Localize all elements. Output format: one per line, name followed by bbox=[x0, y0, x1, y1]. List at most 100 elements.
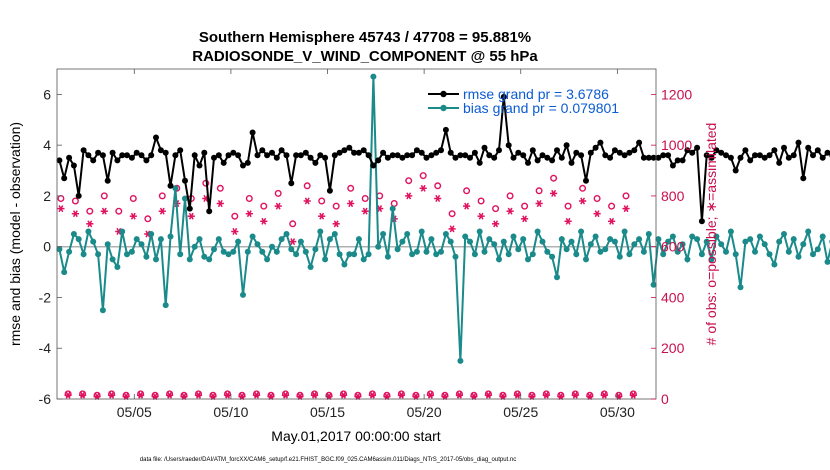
bias-point bbox=[235, 238, 242, 245]
bias-point bbox=[669, 233, 676, 240]
legend-bias-marker bbox=[440, 104, 447, 112]
bias-point bbox=[351, 251, 358, 258]
assimilated-obs-point bbox=[187, 212, 195, 220]
rmse-point bbox=[244, 159, 251, 166]
rmse-point bbox=[790, 152, 797, 159]
rmse-point bbox=[70, 162, 77, 169]
assimilated-obs-point bbox=[405, 192, 413, 200]
bias-point bbox=[394, 246, 401, 253]
possible-obs-point bbox=[274, 189, 282, 197]
bias-point bbox=[723, 248, 729, 255]
y-axis-label-left: rmse and bias (model - observation) bbox=[7, 122, 23, 346]
legend-bias-label: bias grand pr = 0.079801 bbox=[463, 100, 619, 116]
possible-obs-point bbox=[564, 202, 572, 210]
possible-obs-point bbox=[216, 184, 224, 192]
rmse-point bbox=[196, 162, 203, 169]
bias-point bbox=[525, 256, 531, 263]
y-tick-label-left: -4 bbox=[39, 340, 52, 356]
rmse-point bbox=[756, 152, 763, 159]
possible-obs-point bbox=[347, 184, 355, 192]
bias-point bbox=[230, 248, 237, 255]
rmse-point bbox=[355, 149, 362, 156]
possible-obs-point bbox=[325, 391, 333, 399]
possible-obs-point bbox=[513, 390, 521, 398]
bias-point bbox=[554, 274, 560, 281]
bias-point bbox=[684, 256, 691, 263]
possible-obs-point bbox=[71, 197, 79, 205]
axis-ticks: 05/05 05/10 05/15 05/20 05/25 05/30 6 4 2 0 -2 -4 -6… bbox=[39, 69, 692, 420]
bias-point bbox=[645, 231, 652, 237]
rmse-point bbox=[138, 152, 145, 159]
bias-point bbox=[297, 238, 304, 245]
possible-obs-point bbox=[296, 391, 304, 399]
rmse-point bbox=[201, 149, 208, 156]
assimilated-obs-point bbox=[521, 215, 529, 223]
rmse-point bbox=[433, 149, 440, 156]
rmse-point bbox=[293, 152, 300, 159]
bias-point bbox=[611, 238, 618, 245]
possible-obs-point bbox=[405, 177, 413, 185]
assimilated-obs-point bbox=[550, 189, 558, 197]
rmse-point bbox=[621, 152, 628, 159]
rmse-point bbox=[99, 152, 106, 159]
rmse-point bbox=[679, 157, 686, 164]
possible-obs-point bbox=[238, 391, 246, 399]
rmse-point bbox=[269, 149, 275, 156]
rmse-point bbox=[669, 162, 676, 169]
bias-point bbox=[442, 231, 449, 237]
bias-point bbox=[814, 246, 821, 253]
rmse-point bbox=[297, 152, 304, 159]
possible-obs-point bbox=[340, 390, 348, 398]
bias-point bbox=[587, 241, 594, 248]
bias-point bbox=[143, 253, 150, 260]
possible-obs-point bbox=[419, 172, 427, 180]
rmse-point bbox=[800, 175, 807, 182]
bias-point bbox=[370, 73, 377, 80]
y-tick-label-left: -2 bbox=[39, 289, 52, 305]
possible-obs-point bbox=[115, 207, 123, 215]
bias-point bbox=[404, 231, 411, 237]
rmse-point bbox=[157, 147, 164, 154]
bias-point bbox=[85, 228, 92, 235]
assimilated-obs-point bbox=[332, 220, 340, 228]
rmse-point bbox=[554, 147, 560, 154]
bias-point bbox=[592, 233, 599, 240]
rmse-point bbox=[104, 177, 111, 184]
bias-point bbox=[510, 233, 517, 240]
bias-point bbox=[824, 258, 830, 265]
bias-point bbox=[679, 241, 686, 248]
bias-point bbox=[631, 241, 638, 248]
bias-point bbox=[66, 248, 73, 255]
assimilated-obs-point bbox=[492, 220, 500, 228]
possible-obs-point bbox=[252, 390, 260, 398]
rmse-point bbox=[249, 129, 256, 136]
rmse-point bbox=[119, 152, 126, 159]
bias-point bbox=[467, 238, 473, 245]
bias-point bbox=[201, 253, 208, 260]
bias-point bbox=[109, 256, 116, 263]
rmse-point bbox=[732, 167, 739, 174]
bias-point bbox=[819, 233, 826, 240]
rmse-point bbox=[496, 147, 502, 154]
assimilated-obs-point bbox=[303, 197, 311, 205]
rmse-point bbox=[326, 187, 333, 194]
rmse-point bbox=[525, 159, 531, 166]
rmse-point bbox=[665, 152, 672, 159]
rmse-point bbox=[177, 147, 184, 154]
possible-obs-point bbox=[412, 391, 420, 399]
rmse-point bbox=[423, 154, 430, 161]
bias-point bbox=[771, 261, 778, 268]
bias-point bbox=[99, 307, 106, 314]
assimilated-obs-point bbox=[260, 217, 268, 225]
rmse-point bbox=[215, 152, 222, 159]
bias-point bbox=[766, 251, 773, 258]
possible-obs-point bbox=[521, 202, 529, 210]
rmse-point bbox=[331, 152, 338, 159]
rmse-point bbox=[771, 147, 778, 154]
rmse-point bbox=[283, 152, 290, 159]
bias-point bbox=[317, 228, 324, 235]
rmse-point bbox=[578, 152, 585, 159]
bias-point bbox=[269, 243, 275, 250]
rmse-point bbox=[341, 147, 348, 154]
bias-point bbox=[438, 248, 444, 255]
